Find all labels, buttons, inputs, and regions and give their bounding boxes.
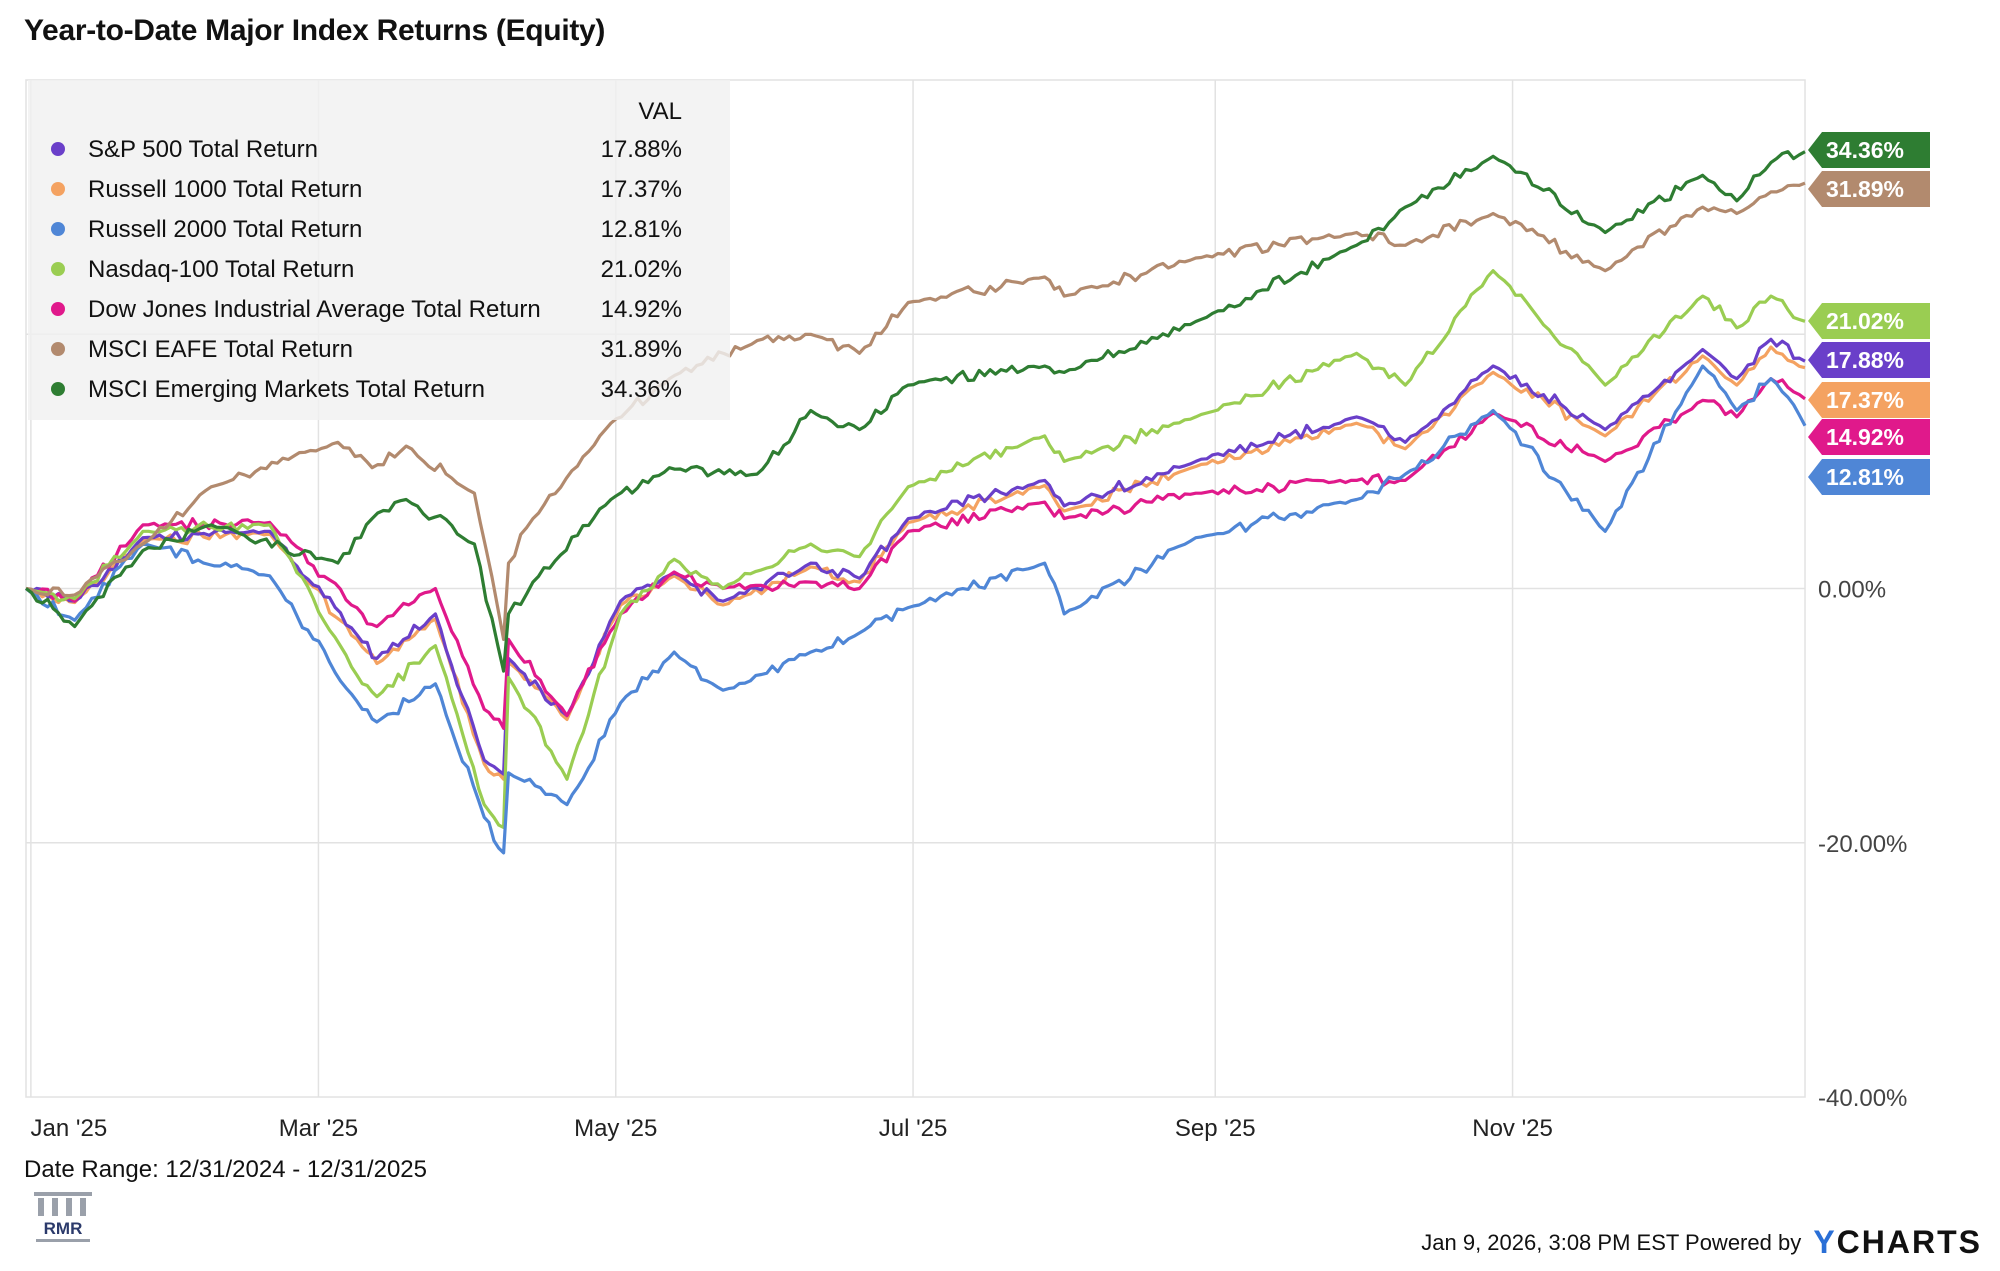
x-tick-label: Mar '25: [279, 1115, 358, 1142]
x-tick-label: Sep '25: [1175, 1115, 1256, 1142]
legend-series-name: Russell 2000 Total Return: [88, 216, 363, 243]
end-value-tag: 12.81%: [1808, 459, 1930, 495]
legend-series-value: 21.02%: [600, 256, 682, 283]
rmr-logo-icon: RMR: [34, 1192, 92, 1242]
end-value-tag-shape: [1808, 419, 1930, 455]
legend-series-value: 14.92%: [600, 296, 682, 323]
legend-row: Russell 2000 Total Return 12.81%: [28, 209, 730, 249]
legend-row: S&P 500 Total Return 17.88%: [28, 129, 730, 169]
end-value-tag-label: 12.81%: [1826, 464, 1904, 490]
legend-series-name: S&P 500 Total Return: [88, 136, 318, 163]
legend-series-name: MSCI Emerging Markets Total Return: [88, 376, 486, 403]
end-value-tags: 34.36% 31.89% 21.02% 17.88% 17.37% 14.92% 12.8…: [1808, 132, 1930, 495]
x-tick-label: Nov '25: [1472, 1115, 1553, 1142]
legend-header: VAL: [638, 98, 682, 125]
legend-row: Nasdaq-100 Total Return 21.02%: [28, 249, 730, 289]
end-value-tag: 21.02%: [1808, 303, 1930, 339]
end-value-tag: 17.37%: [1808, 382, 1930, 418]
end-value-tag-label: 31.89%: [1826, 176, 1904, 202]
legend-dot-icon: [51, 222, 65, 236]
end-value-tag: 14.92%: [1808, 419, 1930, 455]
footer: Jan 9, 2026, 3:08 PM EST Powered by YCHA…: [1421, 1224, 1982, 1261]
legend-series-name: Nasdaq-100 Total Return: [88, 256, 355, 283]
logo-text: RMR: [44, 1219, 83, 1238]
legend-series-name: Russell 1000 Total Return: [88, 176, 363, 203]
legend-dot-icon: [51, 182, 65, 196]
legend-series-value: 17.88%: [600, 136, 682, 163]
legend-series-value: 12.81%: [600, 216, 682, 243]
x-tick-label: May '25: [574, 1115, 657, 1142]
legend-dot-icon: [51, 302, 65, 316]
series-line: [25, 377, 1806, 730]
legend-row: Russell 1000 Total Return 17.37%: [28, 169, 730, 209]
end-value-tag-shape: [1808, 303, 1930, 339]
legend-series-value: 31.89%: [600, 336, 682, 363]
end-value-tag: 31.89%: [1808, 171, 1930, 207]
end-value-tag-label: 21.02%: [1826, 308, 1904, 334]
end-value-tag: 34.36%: [1808, 132, 1930, 168]
y-tick-label: -40.00%: [1818, 1085, 1907, 1112]
legend-series-name: Dow Jones Industrial Average Total Retur…: [88, 296, 541, 323]
legend-row: Dow Jones Industrial Average Total Retur…: [28, 289, 730, 329]
x-tick-label: Jul '25: [879, 1115, 948, 1142]
legend-row: MSCI Emerging Markets Total Return 34.36%: [28, 369, 730, 409]
end-value-tag-label: 34.36%: [1826, 137, 1904, 163]
footer-timestamp: Jan 9, 2026, 3:08 PM EST Powered by: [1421, 1230, 1802, 1255]
series-line: [25, 337, 1806, 776]
legend: VAL S&P 500 Total Return 17.88% Russell 10…: [28, 80, 730, 420]
end-value-tag-label: 17.88%: [1826, 347, 1904, 373]
series-line: [24, 364, 1807, 855]
axis-tick-labels: Jan '25 Mar '25 May '25 Jul '25 Sep '25 Nov '…: [31, 577, 1908, 1143]
legend-series-name: MSCI EAFE Total Return: [88, 336, 353, 363]
legend-dot-icon: [51, 342, 65, 356]
end-value-tag-shape: [1808, 382, 1930, 418]
series-line: [25, 345, 1806, 781]
legend-series-value: 17.37%: [600, 176, 682, 203]
ycharts-logo-text: CHARTS: [1836, 1224, 1982, 1260]
end-value-tag-shape: [1808, 342, 1930, 378]
series-line: [25, 181, 1806, 641]
chart-title: Year-to-Date Major Index Returns (Equity…: [24, 14, 606, 47]
x-tick-label: Jan '25: [31, 1115, 108, 1142]
end-value-tag-shape: [1808, 132, 1930, 168]
ycharts-logo: YCHARTS: [1813, 1224, 1982, 1260]
end-value-tag-shape: [1808, 171, 1930, 207]
legend-row: MSCI EAFE Total Return 31.89%: [28, 329, 730, 369]
end-value-tag: 17.88%: [1808, 342, 1930, 378]
end-value-tag-label: 17.37%: [1826, 387, 1904, 413]
series-lines: [24, 150, 1807, 855]
end-value-tag-label: 14.92%: [1826, 424, 1904, 450]
legend-dot-icon: [51, 382, 65, 396]
legend-dot-icon: [51, 262, 65, 276]
end-value-tag-shape: [1808, 459, 1930, 495]
legend-dot-icon: [51, 142, 65, 156]
series-line: [25, 150, 1806, 673]
series-line: [25, 269, 1806, 830]
ycharts-logo-y: Y: [1813, 1224, 1837, 1260]
y-tick-label: 0.00%: [1818, 577, 1886, 604]
legend-series-value: 34.36%: [600, 376, 682, 403]
date-range-label: Date Range: 12/31/2024 - 12/31/2025: [24, 1156, 427, 1183]
y-tick-label: -20.00%: [1818, 831, 1907, 858]
